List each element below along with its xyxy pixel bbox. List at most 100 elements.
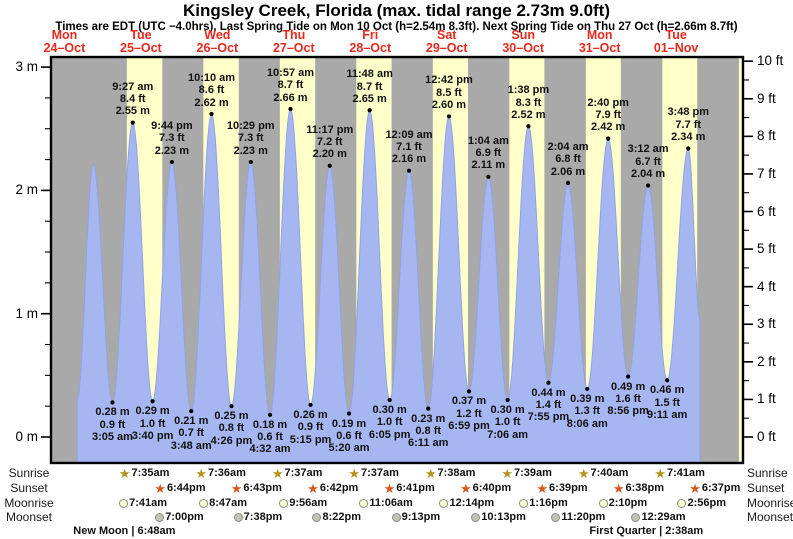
moonset-entry: 12:29am — [631, 511, 685, 524]
sunset-icon: ★ — [154, 481, 166, 496]
tide-label-line: 7.9 ft — [595, 108, 622, 121]
moonrise-entry: 1:16pm — [519, 497, 568, 510]
moonrise-icon — [199, 499, 209, 508]
day-date-label: 30–Oct — [502, 41, 545, 55]
tide-label-line: 8:06 am — [566, 417, 608, 430]
tide-label-line: 8:56 pm — [607, 405, 649, 418]
sunset-time: 6:44pm — [167, 482, 206, 494]
day-date-label: 01–Nov — [653, 41, 699, 55]
tide-label-line: 1.3 ft — [574, 405, 601, 418]
day-name-label: Thu — [282, 28, 306, 42]
tide-label-line: 0.49 m — [611, 380, 646, 393]
tide-label-line: 0.6 ft — [257, 431, 283, 444]
high-tide-label: 2:40 pm 7.9 ft 2.42 m — [571, 97, 645, 134]
tide-extreme-dot — [288, 106, 293, 112]
low-tide-label: 0.26 m 0.9 ft 5:15 pm — [274, 409, 348, 446]
tide-label-line: 8.4 ft — [119, 92, 146, 105]
low-tide-label: 0.28 m 0.9 ft 3:05 am — [75, 406, 149, 443]
day-date-label: 27–Oct — [272, 41, 315, 55]
tide-extreme-dot — [446, 114, 452, 119]
tide-label-line: 1.0 ft — [139, 417, 166, 430]
sunrise-time: 7:41am — [667, 467, 705, 479]
sunset-icon: ★ — [459, 481, 472, 496]
tide-label-line: 1.0 ft — [376, 416, 403, 429]
tide-label-line: 0.30 m — [372, 404, 407, 416]
day-name-label: Sun — [511, 28, 535, 42]
day-name-label: Tue — [130, 28, 152, 42]
moonrise-entry: 8:47am — [199, 497, 247, 510]
sunset-icon: ★ — [307, 481, 319, 496]
low-tide-label: 0.25 m 0.8 ft 4:26 pm — [194, 410, 268, 447]
sunrise-entry: ★ 7:36am — [195, 467, 246, 480]
sunrise-entry: ★ 7:39am — [501, 467, 552, 480]
moonset-entry: 7:38pm — [233, 511, 282, 524]
tide-label-line: 2.65 m — [352, 92, 387, 105]
moonset-icon — [233, 513, 243, 522]
sunrise-icon: ★ — [654, 466, 667, 481]
tide-label-line: 2.20 m — [312, 148, 347, 161]
tide-label-line: 1.6 ft — [615, 392, 641, 405]
moonset-icon — [471, 513, 481, 522]
tide-label-line: 11:17 pm — [306, 123, 354, 136]
tide-label-line: 0.29 m — [135, 405, 170, 418]
day-name-label: Mon — [51, 28, 78, 42]
sunrise-entry: ★ 7:37am — [348, 467, 399, 480]
sunset-entry: ★ 6:42pm — [307, 482, 358, 495]
tide-extreme-dot — [606, 136, 611, 141]
high-tide-label: 9:27 am 8.4 ft 2.55 m — [96, 81, 170, 118]
tide-label-line: 6.7 ft — [635, 155, 661, 168]
row-label-right-moonrise: Moonrise — [747, 496, 793, 510]
left-axis-label: 2 m — [15, 182, 38, 198]
left-axis-label: 0 m — [15, 429, 38, 444]
high-tide-label: 10:10 am 8.6 ft 2.62 m — [175, 72, 249, 109]
low-tide-label: 0.44 m 1.4 ft 7:55 pm — [511, 387, 585, 424]
tide-label-line: 2.16 m — [391, 153, 427, 166]
moonrise-entry: 2:10pm — [598, 497, 647, 510]
tide-label-line: 0.9 ft — [99, 418, 126, 431]
day-name-label: Sat — [437, 28, 457, 42]
tide-label-line: 2.66 m — [273, 91, 308, 104]
tide-label-line: 7.3 ft — [237, 132, 264, 145]
right-axis-label: 8 ft — [757, 128, 776, 144]
tide-extreme-dot — [585, 386, 590, 392]
day-date-label: 28–Oct — [349, 41, 392, 55]
low-tide-label: 0.18 m 0.6 ft 4:32 am — [233, 419, 307, 456]
tide-extreme-dot — [229, 404, 234, 409]
tide-label-line: 2.23 m — [154, 144, 190, 157]
moonrise-entry: 2:56pm — [677, 497, 726, 510]
tide-label-line: 7.2 ft — [316, 136, 343, 149]
right-axis-label: 0 ft — [757, 429, 776, 444]
high-tide-label: 3:48 pm 7.7 ft 2.34 m — [651, 106, 725, 143]
tide-label-line: 0.21 m — [174, 415, 209, 428]
low-tide-label: 0.21 m 0.7 ft 3:48 am — [154, 415, 228, 452]
tide-label-line: 7:06 am — [487, 428, 529, 441]
right-axis-label: 6 ft — [757, 203, 776, 219]
tide-extreme-dot — [387, 397, 392, 403]
tide-extreme-dot — [209, 111, 214, 117]
tide-label-line: 6:59 pm — [448, 419, 490, 432]
row-label-right-moonset: Moonset — [747, 510, 793, 524]
moonset-time: 12:29am — [641, 511, 686, 523]
moonrise-entry: 7:41am — [119, 497, 167, 510]
moonset-entry: 8:22pm — [312, 511, 361, 524]
sunrise-entry: ★ 7:38am — [425, 467, 476, 480]
tide-extreme-dot — [565, 180, 571, 186]
day-date-label: 24–Oct — [43, 41, 86, 55]
tide-label-line: 8.5 ft — [436, 86, 462, 99]
tide-label-line: 8.7 ft — [277, 79, 304, 92]
moonrise-time: 11:06am — [369, 497, 413, 509]
day-name-label: Wed — [204, 28, 231, 42]
tide-label-line: 0.19 m — [331, 417, 367, 430]
tide-label-line: 12:09 am — [385, 128, 433, 141]
right-axis-label: 9 ft — [757, 90, 776, 106]
moonset-icon — [155, 513, 165, 522]
moonrise-time: 7:41am — [129, 497, 168, 509]
tide-extreme-dot — [406, 168, 412, 173]
moonset-icon — [551, 513, 561, 522]
sunrise-icon: ★ — [195, 466, 207, 481]
moon-phase-note: First Quarter | 2:38am — [589, 525, 704, 537]
sunset-entry: ★ 6:38pm — [613, 482, 664, 495]
tide-extreme-dot — [626, 374, 631, 379]
moonrise-icon — [677, 499, 687, 508]
